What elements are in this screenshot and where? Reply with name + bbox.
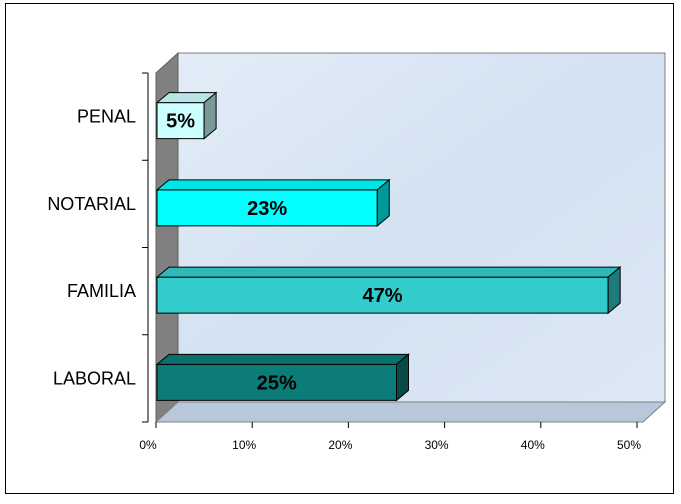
category-label: NOTARIAL [47,194,136,214]
x-tick-label: 20% [328,438,352,452]
data-label: 5% [166,111,195,133]
bar-top [155,266,622,278]
data-label: 23% [247,198,287,220]
category-label: FAMILIA [67,281,136,301]
bar-front [156,276,609,314]
bar-front [156,189,378,227]
axes: 0% 10% 20% 30% 40% 50% [139,72,641,452]
bar-top [155,353,410,365]
bars [155,91,622,402]
bar-side [376,178,390,227]
data-label: 25% [257,372,297,394]
bar-front [156,363,397,401]
x-tick-label: 10% [232,438,256,452]
labels: 5% PENAL 23% NOTARIAL 47% FAMILIA 25% LABORAL [47,107,402,395]
x-tick-label: 30% [425,438,449,452]
data-label: 47% [363,285,403,307]
bar-side [607,266,621,315]
x-tick-label: 50% [617,438,641,452]
x-tick-label: 40% [521,438,545,452]
bar-side [396,353,409,402]
bar-side [203,91,217,140]
x-tick-label: 0% [139,438,157,452]
category-label: LABORAL [53,368,136,388]
bar-top [155,179,391,191]
category-label: PENAL [77,107,136,127]
plot-floor [154,401,667,423]
plot-back-wall [177,52,666,403]
